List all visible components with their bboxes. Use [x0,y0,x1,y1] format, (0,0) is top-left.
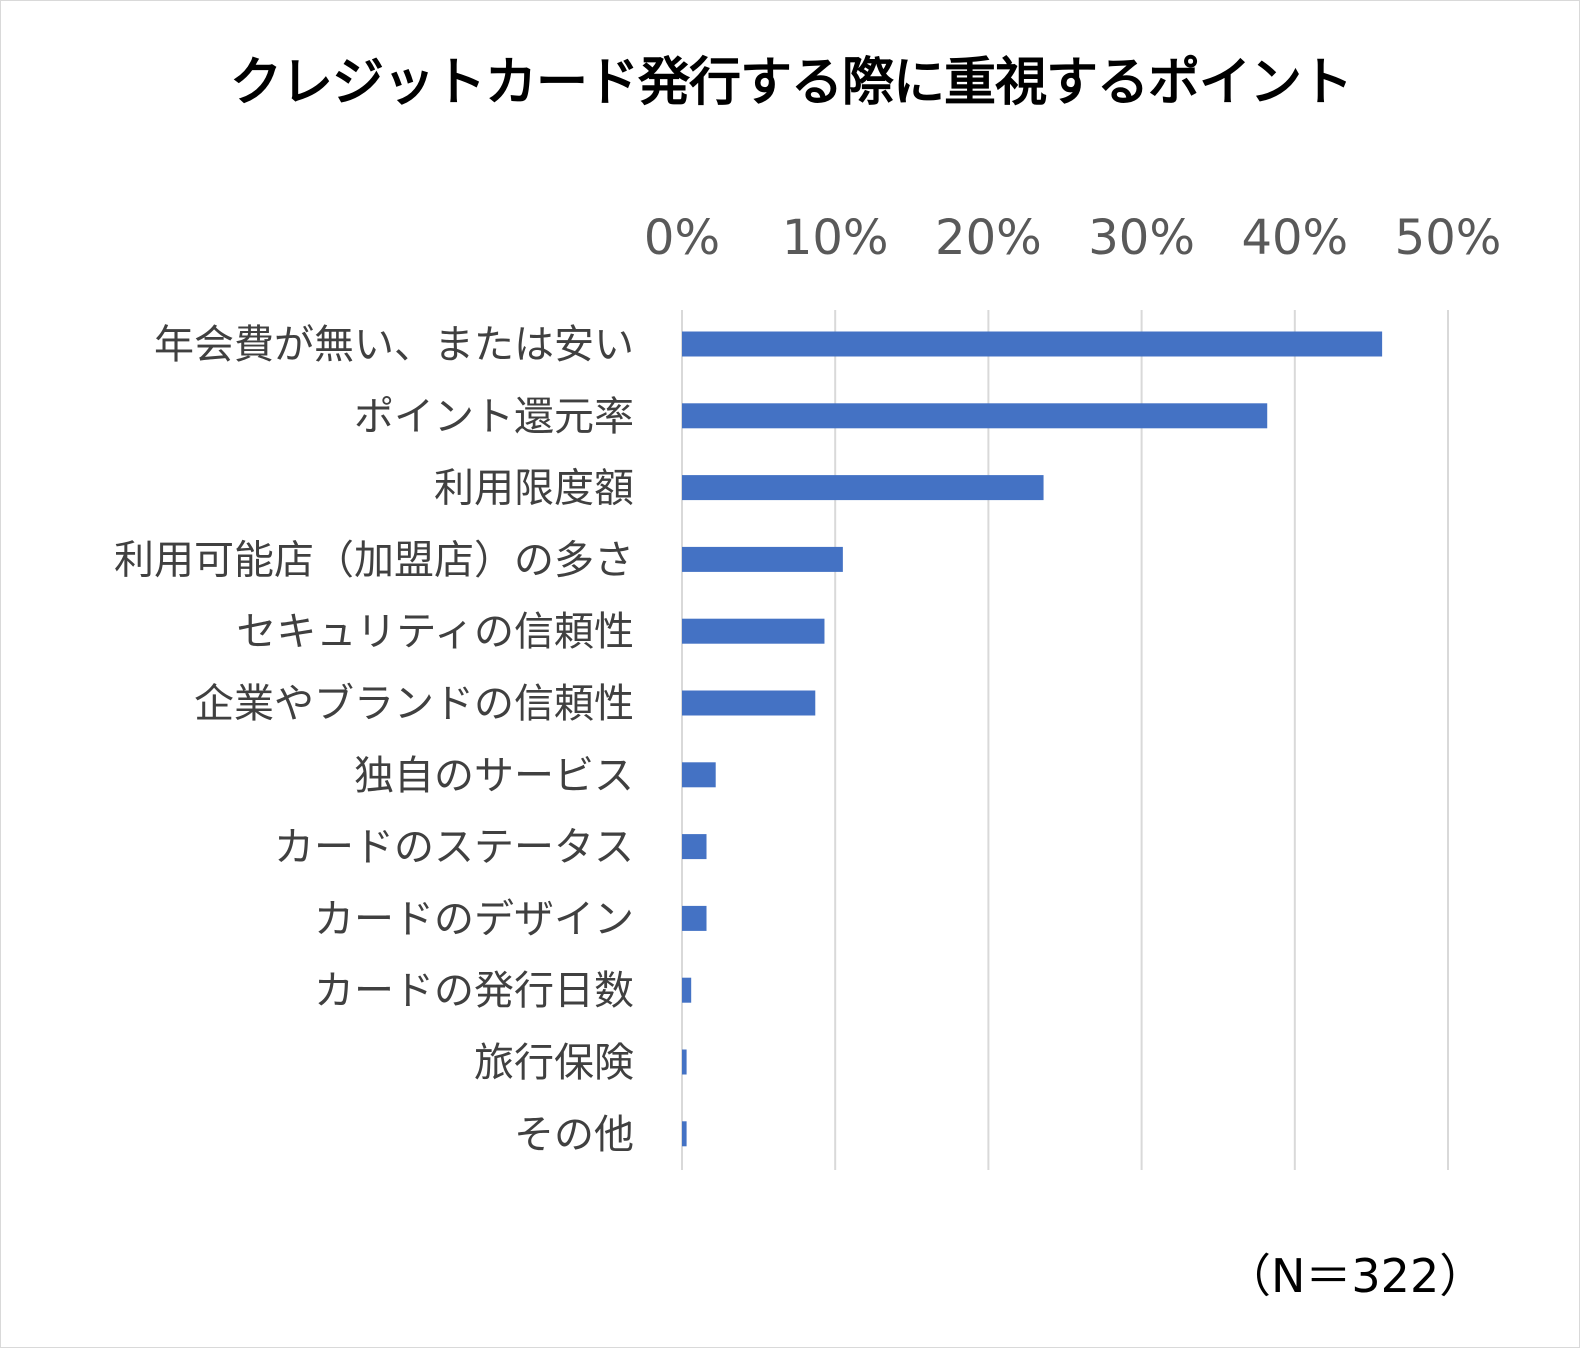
bar [682,618,825,644]
category-labels: 年会費が無い、または安いポイント還元率利用限度額利用可能店（加盟店）の多さセキュ… [114,322,634,1158]
category-label: 独自のサービス [354,753,634,799]
category-label: カードの発行日数 [314,968,634,1014]
x-tick-label: 10% [782,210,889,266]
gridlines [681,310,1449,1170]
category-label: 利用限度額 [434,466,634,512]
sample-size-note: （N＝322） [1225,1249,1486,1303]
category-label: 年会費が無い、または安い [154,322,634,368]
category-label: カードのデザイン [314,896,634,942]
bar [682,1049,687,1075]
x-tick-label: 30% [1088,210,1195,266]
bars [682,331,1383,1147]
bar [682,546,843,572]
bar [682,977,692,1003]
x-tick-label: 0% [644,210,720,266]
chart-title: クレジットカード発行する際に重視するポイント [229,53,1353,113]
bar [682,762,716,788]
bar [682,834,707,860]
bar [682,905,707,931]
category-label: 企業やブランドの信頼性 [194,681,634,727]
category-label: その他 [514,1112,634,1158]
category-label: 利用可能店（加盟店）の多さ [114,537,634,583]
category-label: カードのステータス [274,825,634,871]
x-tick-label: 40% [1241,210,1348,266]
bar [682,1121,687,1147]
bar [682,475,1044,501]
category-label: セキュリティの信頼性 [236,609,634,655]
bar [682,403,1268,429]
x-tick-label: 50% [1395,210,1502,266]
bar [682,690,816,716]
category-label: 旅行保険 [474,1040,634,1086]
x-tick-label: 20% [935,210,1042,266]
category-label: ポイント還元率 [354,394,634,440]
x-axis-tick-labels: 0% 10% 20% 30% 40% 50% [644,210,1501,266]
bar [682,331,1383,357]
